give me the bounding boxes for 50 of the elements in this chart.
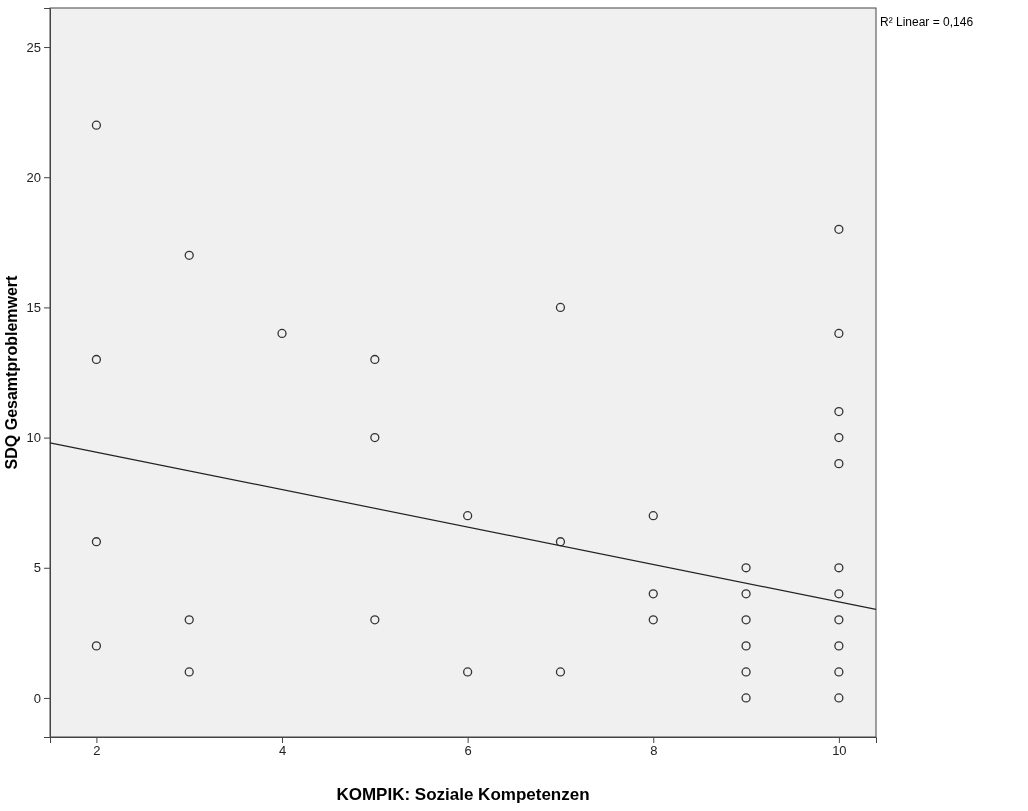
point xyxy=(277,328,287,339)
y-tick-label: 20 xyxy=(26,169,41,185)
point xyxy=(741,667,751,677)
point xyxy=(834,432,844,443)
x-tick-label: 8 xyxy=(650,743,658,759)
point xyxy=(184,250,194,260)
y-tick-label: 10 xyxy=(26,430,41,446)
point xyxy=(91,120,102,130)
point xyxy=(834,641,844,651)
point xyxy=(184,667,194,677)
y-tick-label: 5 xyxy=(33,560,41,576)
point xyxy=(91,354,102,365)
point xyxy=(834,563,844,573)
point xyxy=(648,511,658,521)
x-tick-label: 4 xyxy=(278,743,287,759)
point xyxy=(555,667,566,677)
point xyxy=(741,641,751,651)
point xyxy=(91,641,102,651)
point xyxy=(834,406,844,417)
x-axis-title: KOMPIK: Soziale Kompetenzen xyxy=(336,785,590,804)
point xyxy=(648,615,658,625)
point xyxy=(834,667,844,677)
y-tick-label: 0 xyxy=(33,690,41,706)
point xyxy=(741,563,751,573)
y-axis-title: SDQ Gesamtproblemwert xyxy=(3,274,20,470)
point xyxy=(91,537,102,547)
y-tick-label: 25 xyxy=(26,39,41,55)
point xyxy=(834,224,844,234)
point xyxy=(555,302,566,313)
y-tick-label: 15 xyxy=(26,300,41,316)
x-tick-label: 10 xyxy=(832,743,847,759)
point xyxy=(741,693,751,703)
point xyxy=(370,432,380,443)
point xyxy=(834,693,844,703)
point xyxy=(463,511,473,521)
point xyxy=(834,328,844,339)
point xyxy=(555,537,566,547)
point xyxy=(463,667,473,677)
text: R² Linear = 0,146 xyxy=(880,15,974,29)
point xyxy=(370,354,380,365)
point xyxy=(741,589,751,599)
point xyxy=(834,458,844,469)
x-tick-label: 6 xyxy=(464,743,472,759)
point xyxy=(834,615,844,625)
point xyxy=(648,589,658,599)
x-tick-label: 2 xyxy=(93,743,101,759)
point xyxy=(184,615,194,625)
point xyxy=(834,589,844,599)
point xyxy=(370,615,380,625)
point xyxy=(741,615,751,625)
